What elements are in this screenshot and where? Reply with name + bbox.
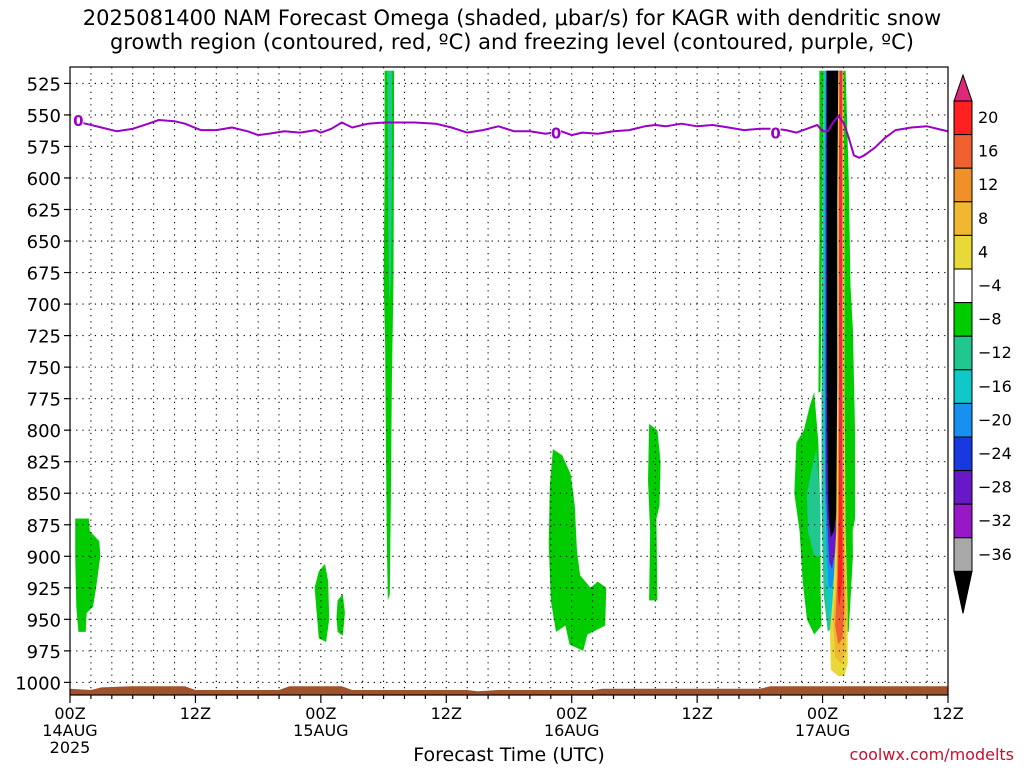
x-tick-date: 17AUG <box>795 721 850 740</box>
colorbar-box <box>953 268 973 304</box>
x-tick-label: 12Z <box>932 704 963 723</box>
colorbar-box <box>953 402 973 438</box>
colorbar-box <box>953 503 973 539</box>
terrain-band <box>70 686 948 695</box>
freezing-level-label: 0 <box>73 112 83 130</box>
x-tick-date: 14AUG <box>42 721 97 740</box>
colorbar-label: −8 <box>978 310 1002 329</box>
colorbar-label: −36 <box>978 545 1012 564</box>
omega-region-0 <box>75 518 101 632</box>
y-tick-label: 775 <box>27 390 61 411</box>
colorbar-box <box>953 302 973 337</box>
colorbar-label: −28 <box>978 478 1012 497</box>
colorbar-bottom-arrow <box>953 570 973 614</box>
colorbar-box <box>953 369 973 404</box>
colorbar-top-arrow <box>953 73 973 102</box>
y-tick-label: 875 <box>27 516 61 537</box>
y-tick-label: 950 <box>27 610 61 631</box>
omega-region-9 <box>818 70 824 393</box>
omega-region-16 <box>845 253 855 532</box>
x-tick-label: 12Z <box>431 704 462 723</box>
y-tick-label: 1000 <box>15 673 61 694</box>
grid-lines <box>70 67 948 695</box>
y-tick-label: 900 <box>27 547 61 568</box>
y-tick-label: 575 <box>27 137 61 158</box>
colorbar-label: −24 <box>978 444 1012 463</box>
colorbar-label: 4 <box>978 242 988 261</box>
colorbar-box <box>953 335 973 371</box>
x-tick-label: 12Z <box>681 704 712 723</box>
x-tick-label: 00Z <box>54 704 85 723</box>
y-tick-label: 825 <box>27 453 61 474</box>
colorbar-box <box>953 201 973 236</box>
colorbar-label: −20 <box>978 410 1012 429</box>
source-credit: coolwx.com/modelts <box>849 745 1014 764</box>
x-tick-label: 12Z <box>180 704 211 723</box>
x-tick-label: 00Z <box>305 704 336 723</box>
y-tick-label: 850 <box>27 484 61 505</box>
y-tick-label: 975 <box>27 642 61 663</box>
colorbar-box <box>953 537 973 572</box>
colorbar-box <box>953 436 973 472</box>
omega-shading <box>75 70 855 677</box>
omega-region-21 <box>839 70 842 506</box>
colorbar-label: 16 <box>978 142 998 161</box>
y-tick-label: 800 <box>27 421 61 442</box>
y-tick-label: 675 <box>27 264 61 285</box>
chart-title-line1: 2025081400 NAM Forecast Omega (shaded, μ… <box>82 6 942 30</box>
freezing-level-label: 0 <box>770 125 780 143</box>
colorbar-label: −4 <box>978 276 1002 295</box>
colorbar-label: 12 <box>978 175 998 194</box>
chart-title-line2: growth region (contoured, red, ºC) and f… <box>110 30 914 54</box>
x-tick-date: 15AUG <box>293 721 348 740</box>
y-tick-label: 650 <box>27 232 61 253</box>
omega-region-4 <box>387 70 392 305</box>
colorbar-label: −16 <box>978 377 1012 396</box>
terrain-layer <box>70 686 948 695</box>
y-tick-label: 725 <box>27 327 61 348</box>
y-tick-label: 925 <box>27 579 61 600</box>
colorbar-box <box>953 167 973 203</box>
colorbar-box <box>953 470 973 505</box>
y-tick-label: 700 <box>27 295 61 316</box>
omega-region-1 <box>314 563 330 642</box>
colorbar-label: −32 <box>978 511 1012 530</box>
freezing-level-line <box>74 115 948 159</box>
colorbar-label: 20 <box>978 108 998 127</box>
y-axis: 525 550 575 600 625 650 675 700 725 750 775 800 825 8… <box>15 74 70 694</box>
chart-title: 2025081400 NAM Forecast Omega (shaded, μ… <box>0 6 1024 54</box>
y-tick-label: 625 <box>27 200 61 221</box>
colorbar-label: 8 <box>978 209 988 228</box>
colorbar-box <box>953 100 973 136</box>
y-tick-label: 750 <box>27 358 61 379</box>
x-tick-year: 2025 <box>50 738 91 757</box>
omega-region-15 <box>826 70 839 538</box>
omega-region-8 <box>806 449 821 557</box>
colorbar: 20 16 12 8 4 −4 −8 −12 −16 −20 −24 −28 −32 −36 <box>953 73 1012 614</box>
y-tick-label: 600 <box>27 169 61 190</box>
freezing-level-label: 0 <box>551 125 561 143</box>
omega-region-6 <box>648 423 661 601</box>
x-tick-date: 16AUG <box>544 721 599 740</box>
x-tick-label: 00Z <box>556 704 587 723</box>
colorbar-box <box>953 234 973 270</box>
omega-region-2 <box>336 594 345 636</box>
colorbar-box <box>953 134 973 169</box>
y-tick-label: 525 <box>27 74 61 95</box>
x-axis-title: Forecast Time (UTC) <box>413 744 605 766</box>
freezing-level-contour: 0 0 0 <box>73 111 948 159</box>
x-tick-label: 00Z <box>807 704 838 723</box>
y-tick-label: 550 <box>27 106 61 127</box>
omega-region-5 <box>548 449 607 651</box>
colorbar-label: −12 <box>978 343 1012 362</box>
